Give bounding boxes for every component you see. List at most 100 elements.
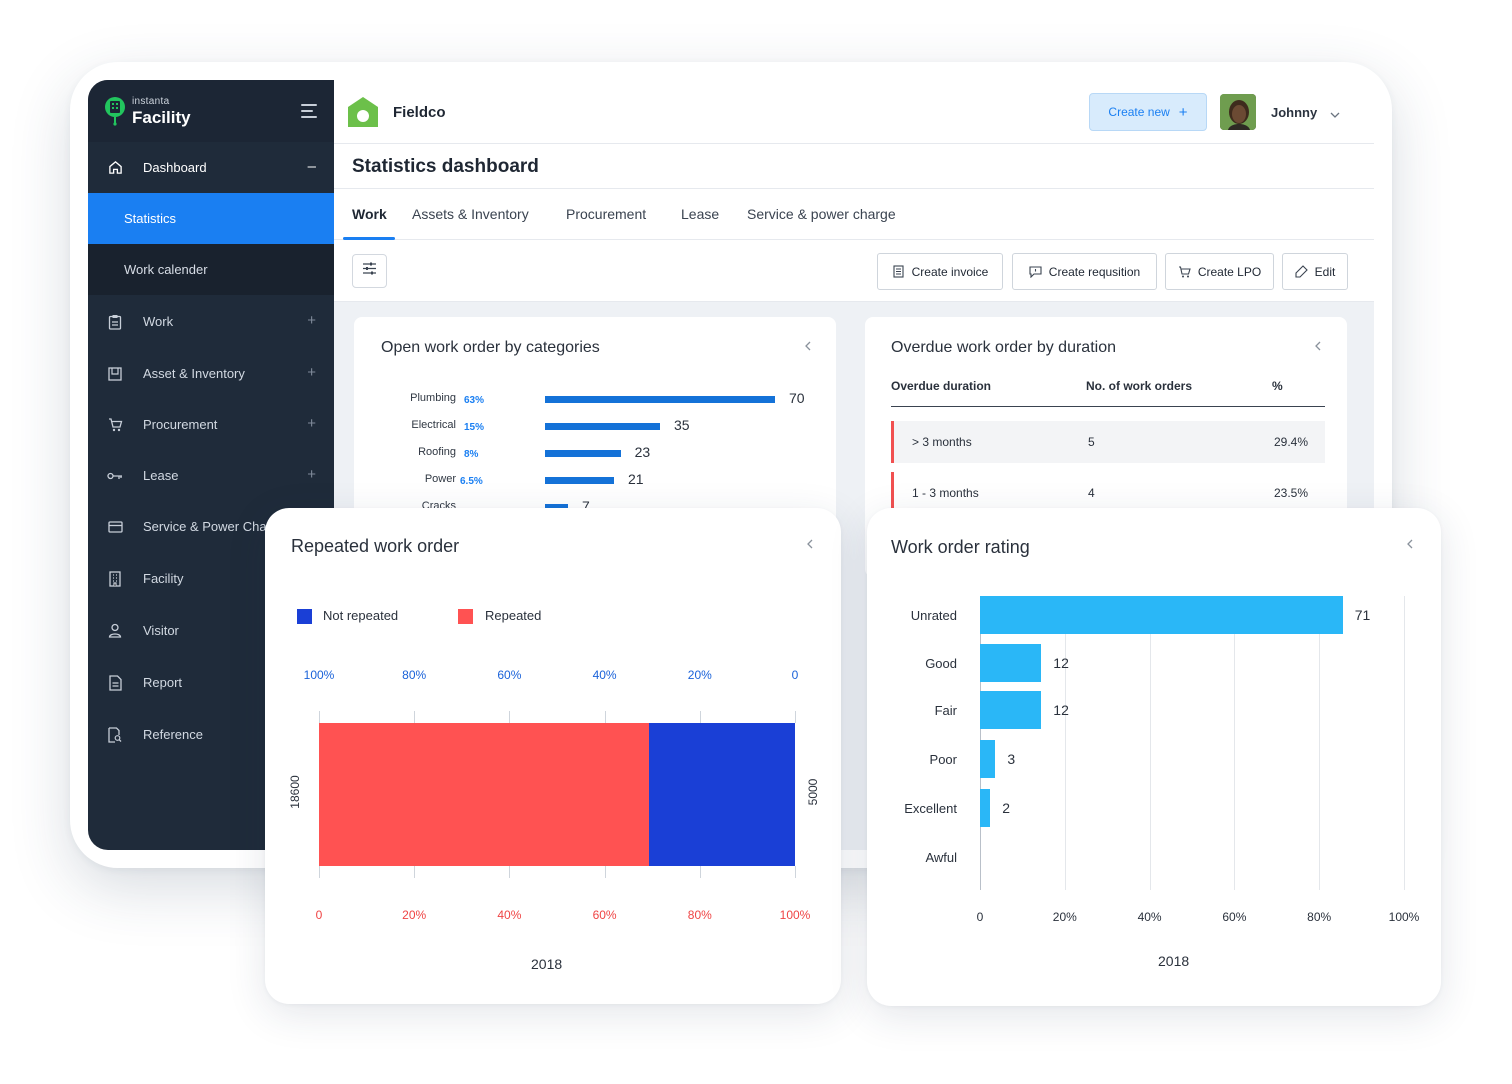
org-name[interactable]: Fieldco — [393, 104, 446, 121]
rating-bar[interactable] — [980, 740, 996, 778]
sidebar-item-label: Facility — [143, 571, 184, 586]
repeated-bar[interactable] — [319, 723, 650, 866]
chevron-down-icon[interactable] — [1330, 107, 1340, 118]
report-icon — [107, 674, 123, 691]
edit-label: Edit — [1314, 264, 1336, 279]
user-name[interactable]: Johnny — [1271, 105, 1318, 120]
avatar[interactable] — [1220, 94, 1256, 130]
tab-assets-inventory[interactable]: Assets & Inventory — [412, 206, 529, 222]
chevron-left-icon[interactable] — [805, 537, 815, 549]
card-icon — [107, 519, 123, 535]
chevron-left-icon[interactable] — [1405, 537, 1415, 549]
rating-label: Unrated — [910, 608, 957, 623]
menu-toggle-icon[interactable] — [301, 104, 317, 118]
rating-bar[interactable] — [980, 789, 991, 827]
category-bar[interactable] — [545, 504, 568, 511]
gridline — [1149, 596, 1151, 890]
expand-icon[interactable]: + — [307, 364, 316, 381]
expand-icon[interactable]: + — [307, 312, 316, 329]
sidebar-item-work[interactable]: Work + — [88, 296, 334, 347]
rating-label: Excellent — [904, 801, 957, 816]
expand-icon[interactable]: + — [307, 466, 316, 483]
rating-label: Good — [925, 656, 957, 671]
category-bar[interactable] — [545, 450, 621, 457]
toolbar: Create invoice Create requsition Create … — [334, 240, 1374, 302]
create-invoice-button[interactable]: Create invoice — [877, 253, 1003, 290]
x-tick-label: 60% — [1222, 910, 1247, 924]
collapse-icon[interactable]: – — [307, 158, 316, 175]
create-lpo-button[interactable]: Create LPO — [1165, 253, 1274, 290]
gridline-tick — [604, 866, 606, 878]
work-order-rating-card: Work order rating 0 20% 40% 60% 80% 100% Unrat… — [867, 508, 1441, 1006]
sidebar-item-label: Lease — [143, 468, 179, 483]
sidebar-item-visitor[interactable]: Visitor — [88, 605, 334, 656]
category-label: Plumbing — [410, 392, 456, 404]
requisition-icon — [1029, 265, 1042, 278]
sidebar-item-asset-inventory[interactable]: Asset & Inventory + — [88, 348, 334, 399]
sidebar-item-work-calendar[interactable]: Work calender — [88, 244, 334, 295]
top-bar: Fieldco Create new + Johnny — [334, 80, 1374, 144]
year-label: 2018 — [531, 956, 563, 972]
tab-work[interactable]: Work — [352, 206, 387, 222]
tab-bar: Work Assets & Inventory Procurement Leas… — [334, 189, 1374, 240]
sidebar-item-reference[interactable]: Reference — [88, 709, 334, 760]
chevron-left-icon[interactable] — [1313, 339, 1323, 351]
x-tick-label: 80% — [1307, 910, 1332, 924]
table-row[interactable]: 1 - 3 months 4 23.5% — [891, 472, 1325, 514]
filter-button[interactable] — [352, 254, 387, 288]
sidebar-item-facility[interactable]: Facility — [88, 553, 334, 604]
year-label: 2018 — [1158, 953, 1190, 969]
asset-icon — [107, 366, 123, 382]
tab-service-power-charge[interactable]: Service & power charge — [747, 206, 896, 222]
gridline-tick — [319, 711, 320, 723]
sidebar-item-report[interactable]: Report — [88, 657, 334, 708]
sidebar-item-lease[interactable]: Lease + — [88, 450, 334, 501]
card-title: Open work order by categories — [381, 339, 600, 356]
card-title: Overdue work order by duration — [891, 339, 1116, 356]
sidebar-item-label: Statistics — [124, 211, 177, 226]
page-title: Statistics dashboard — [352, 156, 539, 177]
row-count: 5 — [1088, 435, 1095, 449]
rating-bar[interactable] — [980, 691, 1042, 729]
create-requisition-button[interactable]: Create requsition — [1012, 253, 1157, 290]
brand-small: instanta — [132, 95, 170, 107]
expand-icon[interactable]: + — [307, 415, 316, 432]
repeated-value-label: 18600 — [288, 775, 302, 809]
legend-label-not-repeated[interactable]: Not repeated — [323, 608, 399, 623]
active-tab-indicator — [343, 237, 395, 240]
axis-tick-label-bottom: 20% — [402, 908, 427, 922]
create-new-button[interactable]: Create new + — [1089, 93, 1207, 131]
clipboard-icon — [107, 314, 123, 330]
brand[interactable]: instanta Facility — [88, 80, 334, 142]
plus-icon: + — [1178, 103, 1188, 121]
category-value: 70 — [789, 390, 805, 406]
tab-procurement[interactable]: Procurement — [566, 206, 647, 222]
category-value: 21 — [628, 471, 644, 487]
table-row[interactable]: > 3 months 5 29.4% — [891, 421, 1325, 463]
gridline-tick — [604, 711, 606, 723]
axis-tick-label-bottom: 60% — [592, 908, 617, 922]
category-bar[interactable] — [545, 396, 775, 403]
rating-bar[interactable] — [980, 644, 1042, 682]
sidebar-item-dashboard[interactable]: Dashboard – — [88, 142, 334, 193]
not-repeated-bar[interactable] — [649, 723, 795, 866]
legend-label-repeated[interactable]: Repeated — [485, 608, 542, 623]
fieldco-logo-icon — [346, 96, 380, 130]
sidebar-item-procurement[interactable]: Procurement + — [88, 399, 334, 450]
tab-lease[interactable]: Lease — [681, 206, 720, 222]
edit-button[interactable]: Edit — [1282, 253, 1348, 290]
sidebar-item-service-power[interactable]: Service & Power Cha — [88, 501, 334, 552]
chevron-left-icon[interactable] — [803, 339, 813, 351]
sidebar-item-statistics[interactable]: Statistics — [88, 193, 334, 244]
sidebar-item-label: Visitor — [143, 623, 179, 638]
brand-name: Facility — [132, 107, 191, 127]
gridline-tick — [795, 711, 796, 723]
legend-swatch-repeated — [458, 609, 473, 624]
category-bar[interactable] — [545, 477, 614, 484]
row-duration: 1 - 3 months — [912, 486, 979, 500]
sidebar-item-label: Procurement — [143, 417, 218, 432]
column-header-percent: % — [1272, 379, 1283, 393]
category-bar[interactable] — [545, 423, 660, 430]
sidebar-item-label: Asset & Inventory — [143, 366, 245, 381]
rating-bar[interactable] — [980, 596, 1343, 634]
